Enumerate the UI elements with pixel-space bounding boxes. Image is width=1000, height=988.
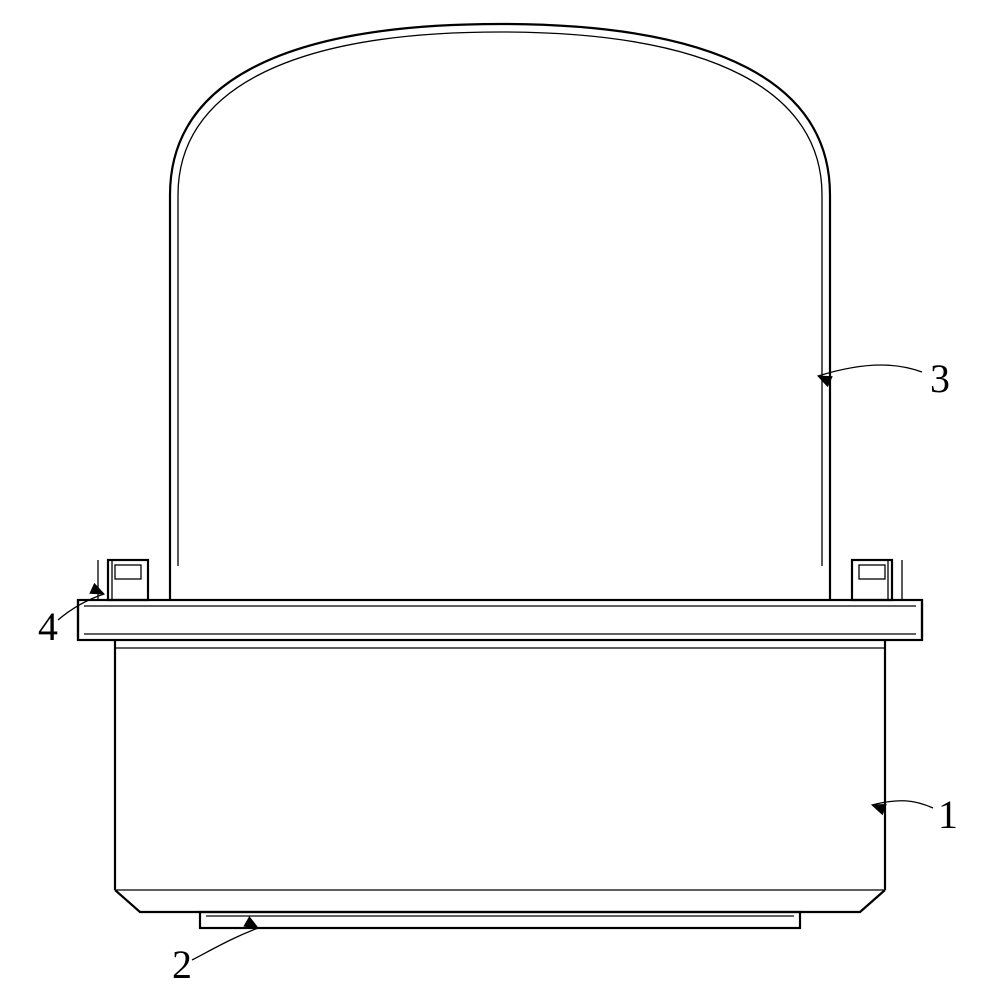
callout-label-4: 4 — [38, 604, 58, 649]
base-plate — [200, 912, 800, 928]
leader-4-arrow — [90, 584, 104, 594]
leader-3 — [818, 365, 922, 376]
clip-left-inner — [115, 565, 141, 579]
clip-right — [852, 560, 892, 600]
clip-right-inner — [859, 565, 885, 579]
dome-outline — [170, 24, 830, 566]
clip-left — [108, 560, 148, 600]
body-bottom-chamfer — [115, 890, 885, 912]
callout-label-1: 1 — [938, 792, 958, 837]
leader-4 — [58, 594, 104, 620]
leader-1-arrow — [872, 805, 886, 815]
technical-drawing: 1 2 3 4 — [0, 0, 1000, 988]
leader-2-arrow — [244, 917, 258, 928]
leader-2 — [192, 928, 258, 960]
callout-label-2: 2 — [172, 942, 192, 987]
dome-inner-line — [178, 32, 822, 566]
callout-label-3: 3 — [930, 356, 950, 401]
